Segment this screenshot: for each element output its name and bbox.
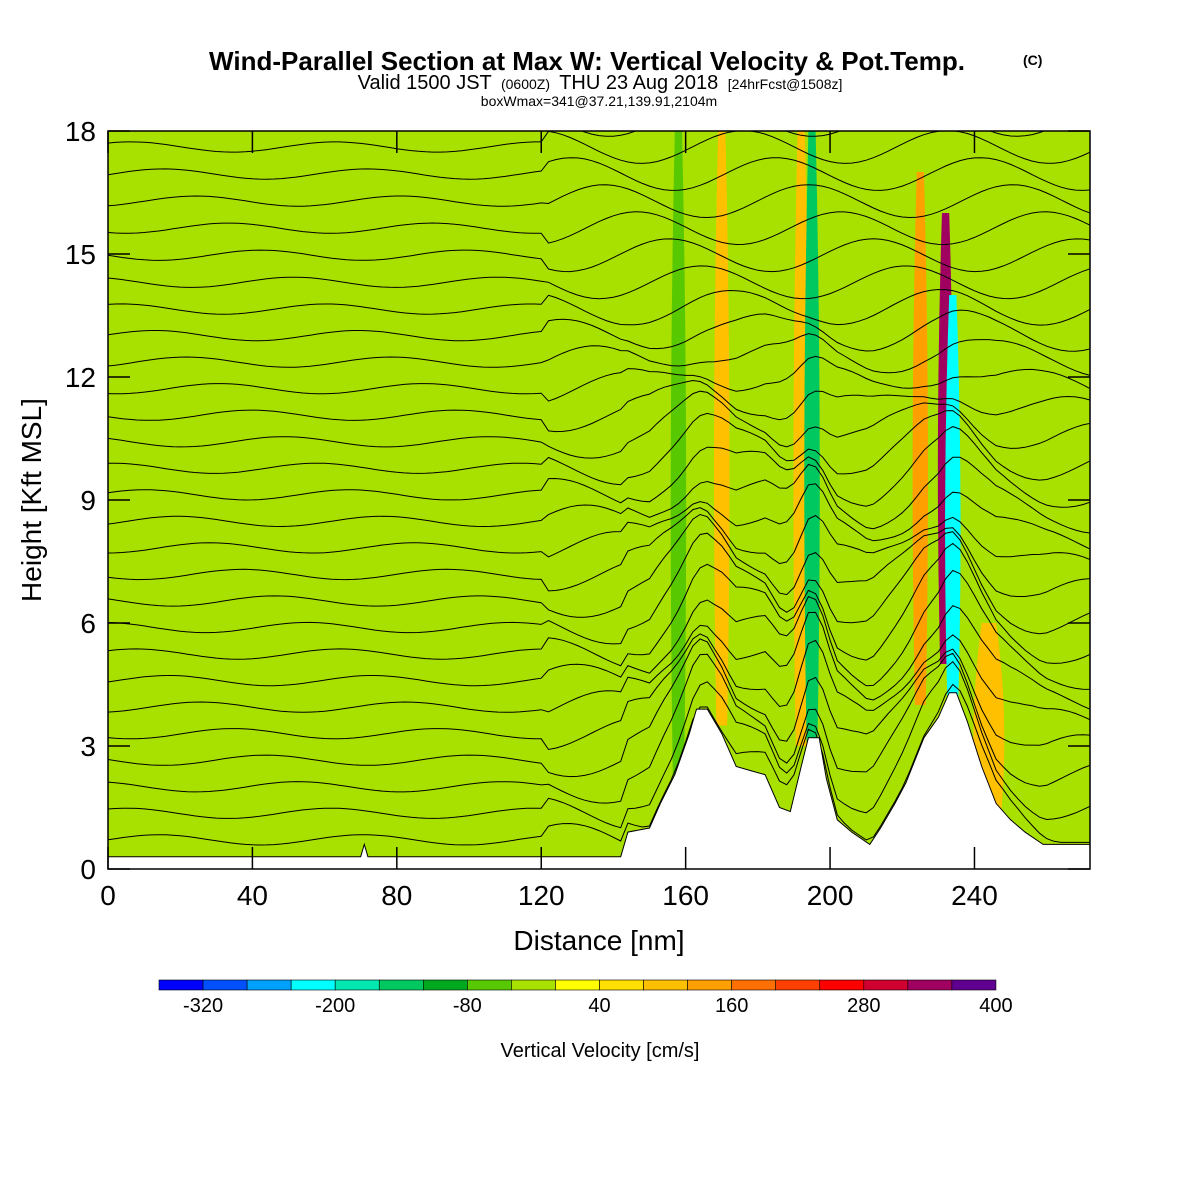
isentrope xyxy=(108,355,1090,402)
colorbar-swatch xyxy=(202,979,248,991)
colorbar-tick-label: 400 xyxy=(979,995,1012,1017)
colorbar-swatch xyxy=(951,979,997,991)
isentrope xyxy=(108,660,1090,829)
isentrope xyxy=(108,157,1090,191)
velocity-feature xyxy=(471,172,503,857)
y-tick-label: 18 xyxy=(65,116,96,147)
colorbar-tick-label: -320 xyxy=(183,995,223,1017)
velocity-feature xyxy=(945,295,961,705)
y-tick-label: 3 xyxy=(80,731,96,762)
isentrope xyxy=(108,633,1090,751)
y-tick-label: 9 xyxy=(80,485,96,516)
velocity-feature xyxy=(804,131,820,746)
y-axis-title: Height [Kft MSL] xyxy=(16,398,47,602)
x-tick-label: 160 xyxy=(662,880,709,911)
isentrope xyxy=(108,410,1090,486)
colorbar-swatch xyxy=(290,979,336,991)
isentrope xyxy=(108,309,1090,352)
colorbar-swatch xyxy=(731,979,777,991)
chart-title: Wind-Parallel Section at Max W: Vertical… xyxy=(209,46,965,76)
colorbar: -320 -200 -80 40 160 280 400 xyxy=(158,979,1013,1017)
box-info: boxWmax=341@37.21,139.91,2104m xyxy=(481,93,717,109)
x-tick-label: 120 xyxy=(518,880,565,911)
isentrope xyxy=(108,513,1090,618)
isentrope xyxy=(108,131,1090,164)
colorbar-swatch xyxy=(158,979,204,991)
x-tick-label: 80 xyxy=(381,880,412,911)
isentrope xyxy=(108,542,1090,667)
colorbar-swatch xyxy=(511,979,556,991)
colorbar-swatch xyxy=(555,979,600,991)
isentrope xyxy=(108,683,1090,846)
colorbar-swatch xyxy=(863,979,909,991)
colorbar-tick-label: 40 xyxy=(588,995,610,1017)
colorbar-tick-label: -80 xyxy=(453,995,482,1017)
valid-time: Valid 1500 JST xyxy=(358,72,492,94)
colorbar-swatch xyxy=(907,979,953,991)
svg-text:Wind-Parallel Section at Max W: Wind-Parallel Section at Max W: Vertical… xyxy=(209,46,965,76)
isentrope xyxy=(108,211,1090,246)
terrain xyxy=(108,692,1090,869)
y-axis: 0 3 6 9 12 15 18 xyxy=(65,116,1090,885)
x-tick-label: 200 xyxy=(807,880,854,911)
colorbar-tick-label: 160 xyxy=(715,995,748,1017)
colorbar-swatch xyxy=(378,979,424,991)
colorbar-tick-label: 280 xyxy=(847,995,880,1017)
svg-text:Valid 1500 JST (0600Z): Valid 1500 JST (0600Z) THU 23 Aug 2018 [… xyxy=(358,72,843,94)
y-tick-label: 15 xyxy=(65,239,96,270)
isentrope xyxy=(108,531,1090,645)
potential-temperature-contours xyxy=(108,131,1090,846)
x-tick-label: 40 xyxy=(237,880,268,911)
isentrope xyxy=(108,638,1090,778)
valid-date: THU 23 Aug 2018 xyxy=(559,72,718,94)
isentrope xyxy=(108,333,1090,376)
isentrope xyxy=(108,390,1090,459)
isentrope xyxy=(108,184,1090,219)
colorbar-title: Vertical Velocity [cm/s] xyxy=(501,1040,700,1062)
title-mark: (C) xyxy=(1023,52,1042,68)
colorbar-swatch xyxy=(599,979,644,991)
colorbar-swatch xyxy=(819,979,865,991)
x-tick-label: 240 xyxy=(951,880,998,911)
velocity-feature xyxy=(670,131,687,787)
y-tick-label: 0 xyxy=(80,854,96,885)
colorbar-swatch xyxy=(775,979,821,991)
colorbar-swatch xyxy=(334,979,380,991)
isentrope xyxy=(108,426,1090,508)
plot-area xyxy=(108,131,1090,869)
forecast-info: [24hrFcst@1508z] xyxy=(728,76,843,92)
isentrope xyxy=(108,507,1090,592)
isentrope xyxy=(108,288,1090,326)
isentrope xyxy=(108,379,1090,433)
colorbar-tick-label: -200 xyxy=(315,995,355,1017)
velocity-feature xyxy=(603,131,624,857)
colorbar-swatch xyxy=(687,979,732,991)
colorbar-swatch xyxy=(422,979,468,991)
valid-utc: (0600Z) xyxy=(501,76,550,92)
colorbar-swatch xyxy=(643,979,688,991)
chart-title-block: Wind-Parallel Section at Max W: Vertical… xyxy=(209,46,1042,109)
isentrope xyxy=(108,569,1090,690)
x-axis: 0 40 80 120 160 200 240 xyxy=(100,131,998,911)
velocity-feature xyxy=(714,131,730,726)
isentrope xyxy=(108,238,1090,273)
isentrope xyxy=(108,456,1090,534)
y-tick-label: 12 xyxy=(65,362,96,393)
x-axis-title: Distance [nm] xyxy=(513,925,684,956)
isentrope xyxy=(108,265,1090,300)
x-tick-label: 0 xyxy=(100,880,116,911)
isentrope xyxy=(108,483,1090,558)
velocity-feature xyxy=(309,254,341,857)
velocity-feature xyxy=(912,172,929,705)
isentrope xyxy=(580,131,1046,137)
isentrope xyxy=(108,605,1090,713)
colorbar-swatch xyxy=(467,979,512,991)
y-tick-label: 6 xyxy=(80,608,96,639)
colorbar-swatch xyxy=(246,979,292,991)
isentrope xyxy=(108,652,1090,804)
velocity-feature xyxy=(185,131,248,857)
